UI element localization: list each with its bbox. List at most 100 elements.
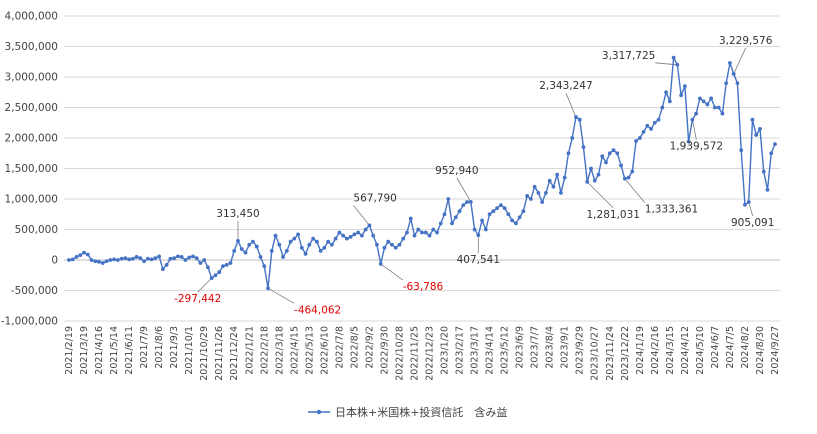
data-point [559, 191, 563, 195]
legend: 日本株+米国株+投資信託 含み益 [308, 405, 507, 419]
y-tick-label: 0 [51, 255, 58, 267]
x-tick: 2021/3/19 [79, 326, 90, 375]
data-point [198, 261, 203, 265]
x-tick-label: 2023/12/22 [620, 326, 631, 381]
data-point [472, 227, 477, 232]
x-tick-label: 2022/3/18 [274, 326, 285, 375]
data-point [536, 191, 541, 195]
x-tick-label: 2024/2/16 [650, 326, 661, 375]
data-point [544, 191, 548, 195]
data-point [251, 239, 255, 244]
x-tick: 2024/6/7 [710, 326, 721, 369]
data-label: 567,790 [353, 192, 396, 204]
x-tick-label: 2023/7/7 [530, 326, 541, 369]
data-point [303, 252, 308, 256]
x-tick-label: 2022/5/13 [304, 326, 315, 375]
x-tick: 2024/9/27 [770, 326, 781, 375]
x-tick-label: 2022/11/25 [409, 326, 420, 381]
data-point [761, 169, 766, 174]
x-tick: 2024/8/30 [755, 326, 766, 375]
data-point [314, 239, 319, 244]
data-point [547, 178, 552, 183]
data-point [506, 212, 511, 217]
data-point [705, 102, 710, 107]
data-point [664, 90, 668, 95]
data-point [555, 172, 560, 177]
data-label: 952,940 [435, 165, 478, 177]
data-point [266, 286, 270, 291]
x-tick: 2024/5/10 [695, 326, 706, 375]
data-point [750, 117, 755, 122]
x-tick: 2021/5/14 [109, 326, 120, 375]
x-tick-label: 2021/10/29 [199, 326, 210, 381]
data-point [341, 233, 346, 238]
data-label: -297,442 [174, 293, 221, 305]
data-point [179, 255, 184, 259]
data-point [611, 148, 616, 153]
x-tick-label: 2021/10/1 [184, 326, 195, 375]
data-label: 3,317,725 [602, 50, 655, 62]
data-point [405, 230, 409, 235]
y-tick-label: -500,000 [11, 285, 58, 297]
data-label: 313,450 [216, 208, 259, 220]
x-tick-label: 2021/8/6 [154, 326, 165, 369]
data-point [521, 209, 526, 214]
data-point [656, 117, 661, 122]
data-point [457, 209, 462, 214]
x-tick: 2021/12/24 [229, 326, 240, 381]
data-point [239, 247, 244, 251]
data-point [112, 257, 116, 262]
x-tick-label: 2022/2/18 [259, 326, 270, 375]
x-tick-label: 2023/4/14 [485, 326, 496, 375]
data-point [217, 270, 222, 275]
data-point [378, 261, 383, 266]
x-tick: 2022/2/18 [259, 326, 270, 375]
x-tick: 2023/11/24 [605, 326, 616, 381]
data-point [446, 197, 451, 201]
x-tick-label: 2023/6/9 [515, 326, 526, 369]
x-tick: 2023/2/17 [455, 326, 466, 375]
data-point [356, 230, 361, 235]
data-label: 1,281,031 [587, 209, 640, 221]
x-tick-label: 2023/10/27 [590, 326, 601, 381]
data-point [630, 169, 635, 174]
data-point [375, 242, 379, 247]
x-tick-label: 2022/10/28 [394, 326, 405, 381]
data-point [667, 99, 672, 104]
data-point [329, 242, 334, 247]
data-label: 1,939,572 [670, 141, 723, 153]
x-tick: 2022/8/5 [349, 326, 360, 369]
data-point [408, 216, 413, 221]
x-tick-label: 2022/6/10 [319, 326, 330, 375]
x-tick-label: 2024/6/7 [710, 326, 721, 369]
x-tick: 2024/3/15 [665, 326, 676, 375]
data-point [491, 209, 496, 214]
data-point [465, 200, 469, 204]
y-tick-label: 4,000,000 [5, 11, 58, 23]
annotation-leader [456, 177, 472, 203]
x-tick-label: 2021/7/9 [139, 326, 150, 369]
data-point [716, 105, 721, 110]
data-point [622, 176, 627, 181]
data-point [671, 55, 676, 60]
data-point [97, 259, 101, 264]
x-tick: 2022/4/15 [289, 326, 300, 375]
x-tick-label: 2022/8/5 [349, 326, 360, 369]
x-tick: 2022/10/28 [394, 326, 405, 381]
series-group [67, 55, 777, 291]
x-tick-label: 2021/2/19 [64, 326, 75, 375]
data-point [416, 227, 421, 232]
data-point [765, 187, 770, 192]
y-axis: -1,000,000 -500,000 0 500,000 1,000,000 1,500… [1, 11, 58, 328]
y-tick-label: 3,000,000 [5, 72, 58, 84]
data-point [540, 200, 545, 204]
x-tick: 2021/4/16 [94, 326, 105, 375]
x-tick-label: 2022/7/8 [334, 326, 345, 369]
data-point [352, 232, 357, 237]
x-tick-label: 2021/11/26 [214, 326, 225, 381]
x-tick: 2021/7/9 [139, 326, 150, 369]
annotation-leaders [197, 47, 754, 304]
x-tick-label: 2022/9/2 [364, 326, 375, 369]
x-tick: 2022/7/8 [334, 326, 345, 369]
